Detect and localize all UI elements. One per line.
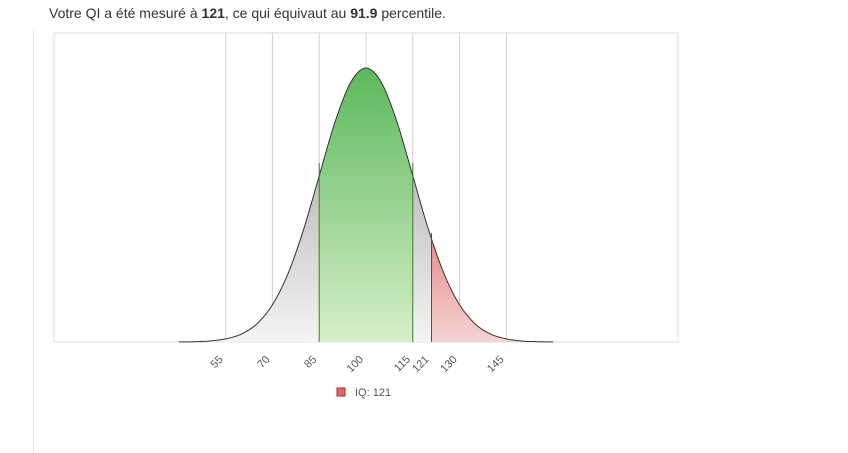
score: 121	[201, 5, 225, 21]
legend-label: IQ: 121	[355, 387, 391, 399]
intro-text: Votre QI a été mesuré à 121, ce qui équi…	[49, 5, 446, 21]
x-tick-label: 121	[410, 354, 431, 375]
x-tick-label: 70	[255, 354, 272, 371]
area-score	[431, 239, 554, 342]
percentile: 91.9	[350, 5, 378, 21]
divider	[33, 30, 34, 453]
x-tick-label: 115	[392, 354, 413, 375]
text: percentile.	[377, 5, 446, 21]
curve	[178, 67, 554, 343]
x-tick-label: 100	[345, 354, 366, 375]
x-tick-label: 55	[209, 354, 226, 371]
text: Votre QI a été mesuré à	[49, 5, 202, 21]
legend-swatch	[336, 387, 346, 397]
x-tick-label: 85	[302, 354, 319, 371]
area-average	[319, 68, 413, 342]
x-tick-label: 145	[485, 354, 506, 375]
x-tick-label: 130	[438, 354, 459, 375]
text: , ce qui équivaut au	[224, 5, 351, 21]
